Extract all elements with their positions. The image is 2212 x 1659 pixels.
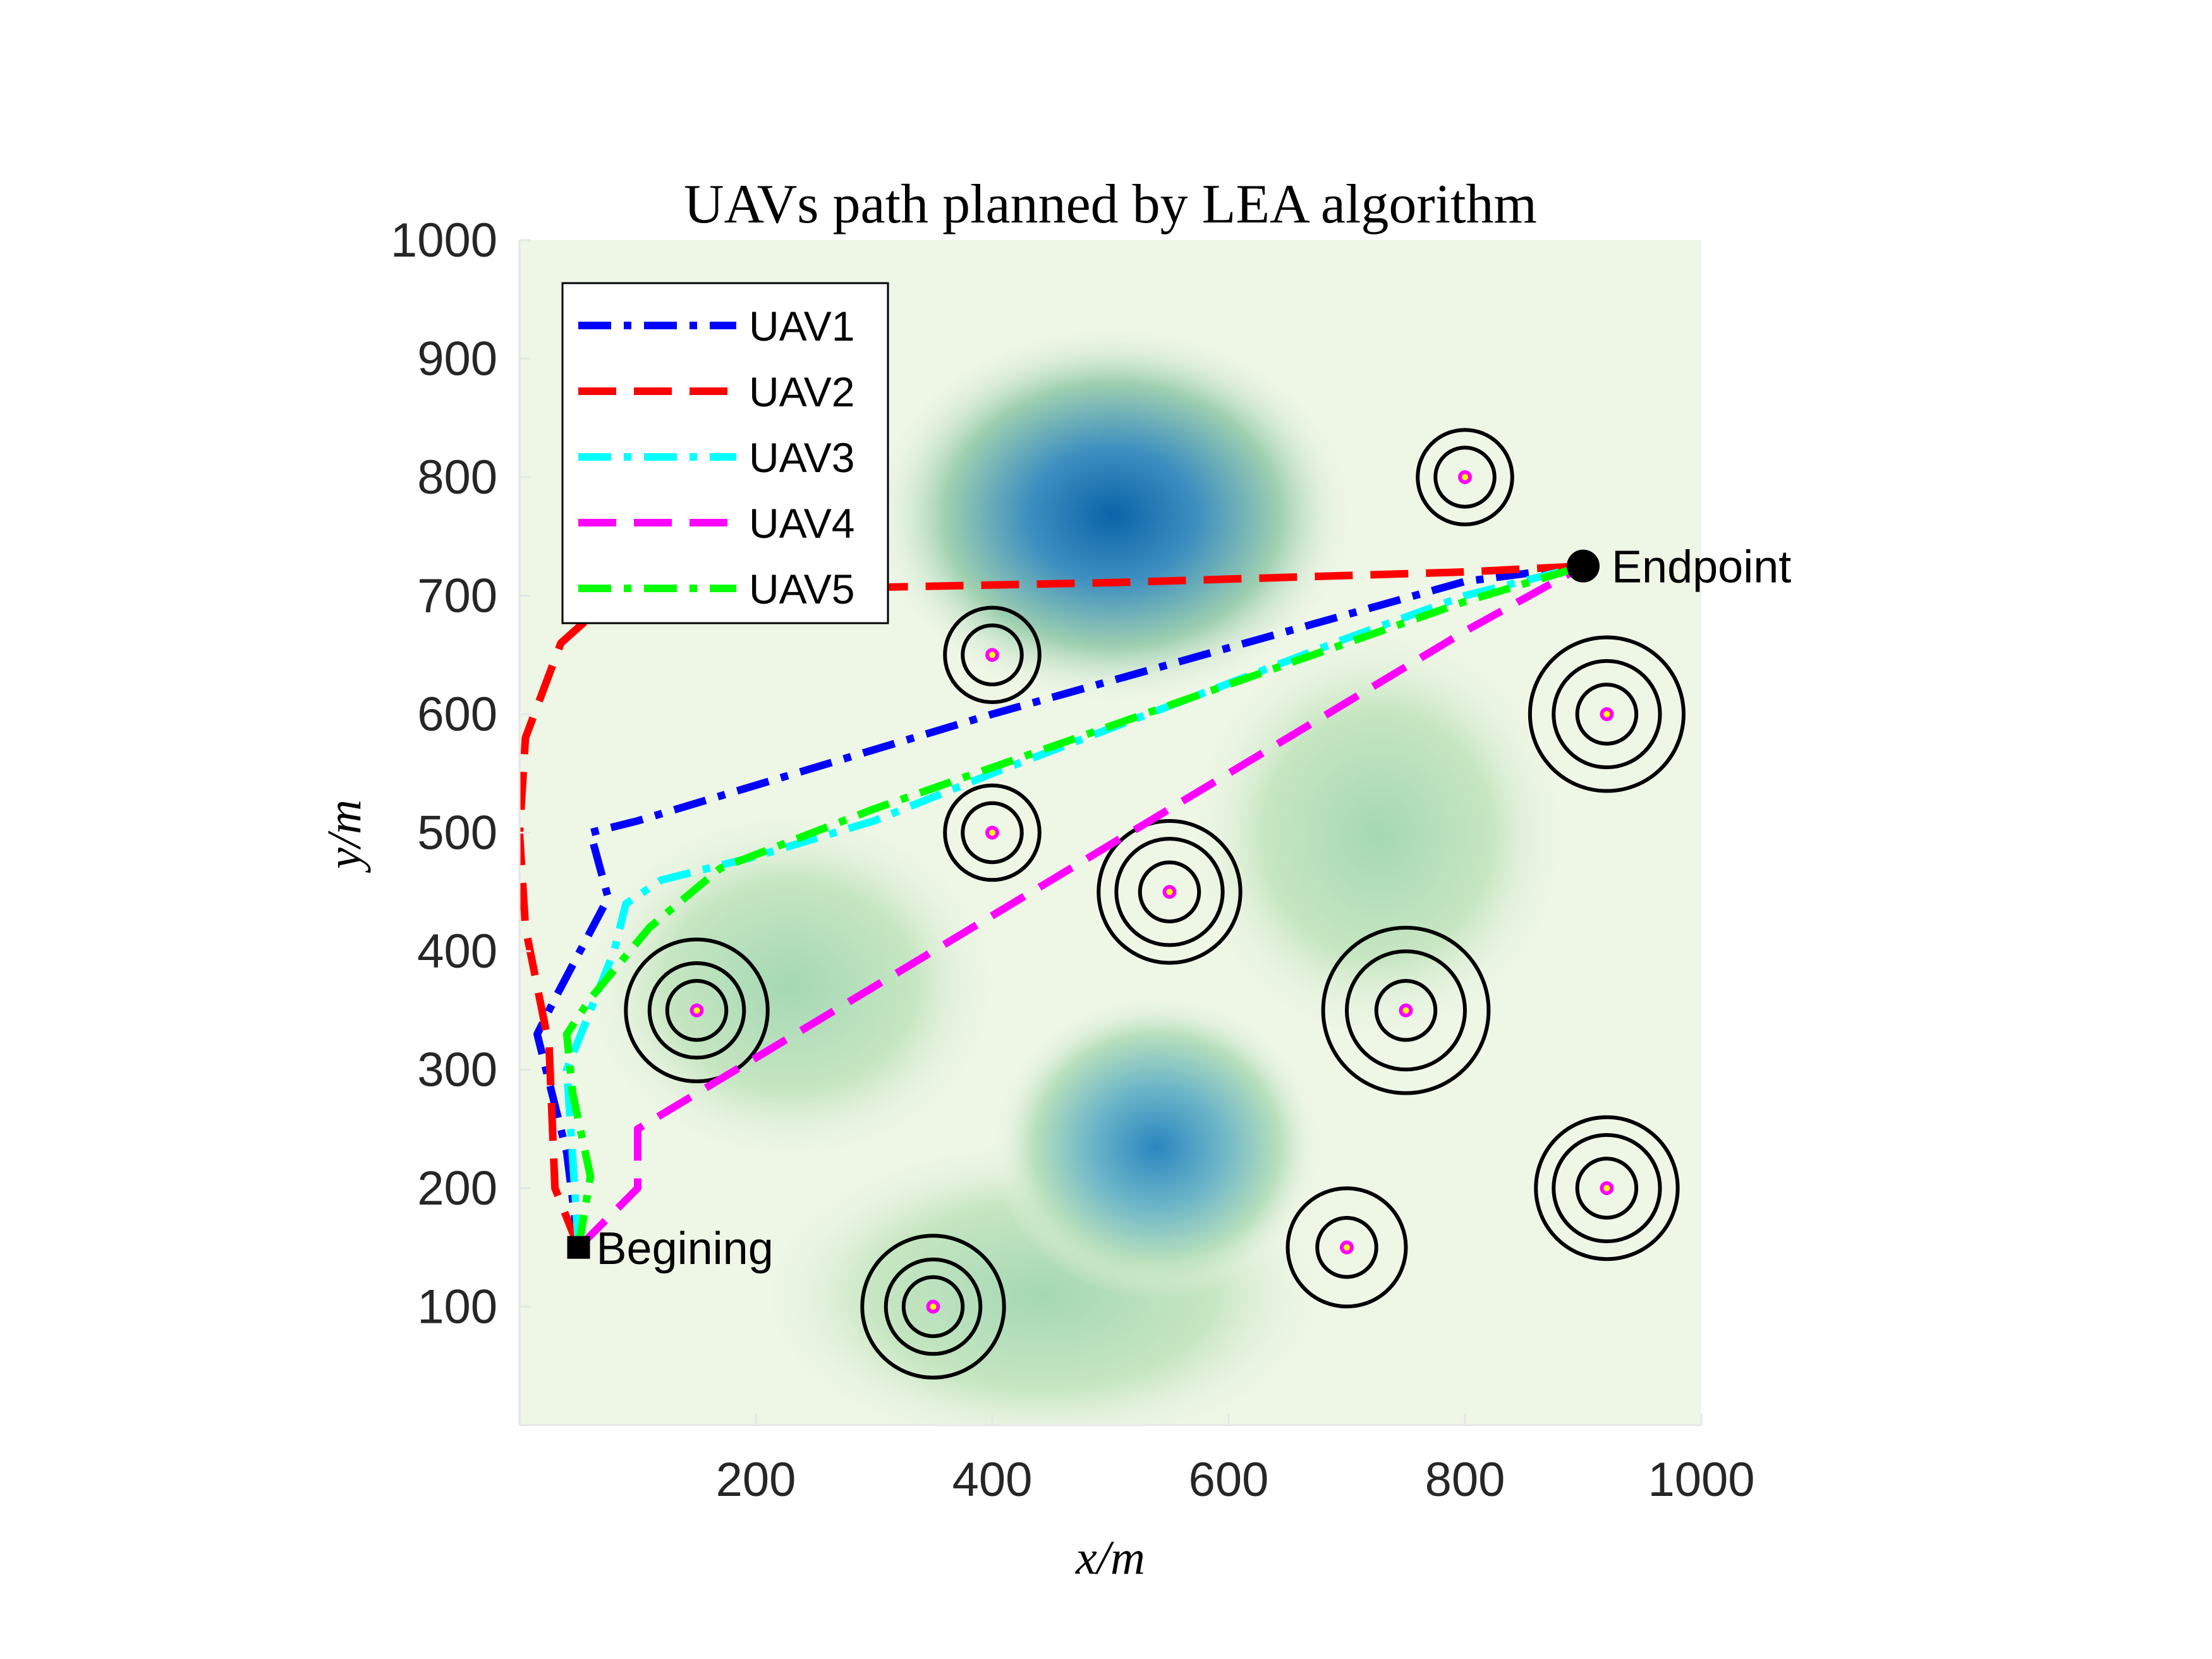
threat-ring xyxy=(1416,428,1514,526)
threat-ring xyxy=(1433,446,1497,509)
x-tick-label: 200 xyxy=(716,1453,796,1507)
threat-zone xyxy=(1321,925,1491,1095)
series-line-uav4 xyxy=(576,562,1585,1251)
threat-zone xyxy=(1416,428,1514,526)
terrain-peak xyxy=(992,995,1321,1299)
x-tick-label: 600 xyxy=(1189,1453,1269,1507)
series-line-uav1 xyxy=(533,562,1584,1248)
legend-item-uav3: UAV3 xyxy=(578,434,855,481)
threat-ring xyxy=(1097,819,1243,965)
legend-entries: UAV1 UAV2 UAV3 UAV4 UAV5 xyxy=(578,303,855,612)
threat-center-dot xyxy=(693,1007,700,1014)
threat-ring xyxy=(1552,1133,1662,1244)
threat-ring xyxy=(1528,635,1686,793)
threat-ring xyxy=(1575,1157,1639,1220)
threat-ring xyxy=(943,783,1042,882)
x-tick-label: 1000 xyxy=(1648,1453,1754,1507)
threat-ring xyxy=(1315,1216,1378,1279)
threat-ring xyxy=(860,1234,1006,1380)
y-tick-label: 900 xyxy=(417,332,497,386)
plot-area xyxy=(520,240,1701,1425)
threat-ring xyxy=(1138,860,1201,923)
threat-center-dot xyxy=(989,829,995,836)
threat-ring xyxy=(901,1275,965,1339)
x-tick-label: 400 xyxy=(952,1453,1033,1507)
y-tick-label: 800 xyxy=(417,451,497,504)
threat-center-dot xyxy=(1402,1007,1409,1014)
threat-ring xyxy=(1552,659,1662,770)
threat-ring xyxy=(1321,925,1491,1095)
y-tick-label: 400 xyxy=(417,925,497,978)
threat-center-dot xyxy=(989,652,995,659)
legend-item-uav2: UAV2 xyxy=(578,368,855,415)
end-marker xyxy=(1567,549,1600,583)
legend-label: UAV3 xyxy=(749,434,855,481)
threat-center-dot xyxy=(1603,1185,1610,1191)
threat-center-dot xyxy=(930,1303,937,1310)
markers-layer: Begining Endpoint xyxy=(567,542,1791,1274)
threat-ring xyxy=(961,801,1024,865)
y-tick-label: 700 xyxy=(417,569,497,623)
y-tick-label: 300 xyxy=(417,1043,497,1097)
series-line-uav5 xyxy=(562,562,1584,1248)
threat-zone xyxy=(860,1234,1006,1380)
legend: UAV1 UAV2 UAV3 UAV4 UAV5 xyxy=(561,282,889,624)
threat-zone xyxy=(1097,819,1243,965)
threat-ring xyxy=(961,623,1024,686)
threat-ring xyxy=(943,605,1042,705)
start-label: Begining xyxy=(597,1224,774,1274)
ticks-layer: 200 400 600 800 1000 100 200 300 400 500 600 700 800… xyxy=(391,214,1755,1507)
threat-ring xyxy=(1575,683,1639,746)
threat-center-dot xyxy=(1166,889,1173,896)
y-tick-label: 600 xyxy=(417,688,497,741)
end-label: Endpoint xyxy=(1612,542,1791,593)
threat-center-dot xyxy=(1603,711,1610,717)
y-tick-label: 200 xyxy=(417,1162,497,1215)
terrain-hill xyxy=(581,809,999,1163)
legend-label: UAV1 xyxy=(749,303,855,349)
legend-item-uav4: UAV4 xyxy=(578,500,855,547)
y-tick-label: 500 xyxy=(417,806,497,860)
threat-ring xyxy=(1534,1115,1680,1261)
series-line-uav3 xyxy=(562,562,1584,1248)
x-tick-label: 800 xyxy=(1425,1453,1505,1507)
y-tick-label: 100 xyxy=(417,1280,497,1334)
chart-title: UAVs path planned by LEA algorithm xyxy=(684,174,1537,235)
threat-center-dot xyxy=(1344,1244,1350,1251)
threat-zone xyxy=(1528,635,1686,793)
threat-ring xyxy=(1114,837,1225,947)
terrain-hill xyxy=(1188,626,1567,1043)
threat-ring xyxy=(647,961,746,1060)
legend-label: UAV5 xyxy=(749,566,855,612)
threat-zone xyxy=(1534,1115,1680,1261)
threat-ring xyxy=(1285,1186,1408,1309)
legend-item-uav5: UAV5 xyxy=(578,566,855,612)
threat-zone xyxy=(943,783,1042,882)
y-axis-title: y/m xyxy=(318,799,371,873)
threat-ring xyxy=(665,979,729,1042)
threat-ring xyxy=(884,1257,983,1356)
legend-label: UAV2 xyxy=(749,368,855,415)
threat-zone xyxy=(943,605,1042,705)
threat-center-dot xyxy=(1462,474,1468,480)
start-marker xyxy=(567,1236,590,1259)
x-axis-title: x/m xyxy=(1075,1531,1145,1584)
threat-ring xyxy=(1345,949,1467,1072)
terrain-peak xyxy=(872,325,1352,705)
legend-item-uav1: UAV1 xyxy=(578,303,855,349)
threat-zone xyxy=(1285,1186,1408,1309)
legend-label: UAV4 xyxy=(749,500,855,547)
threat-ring xyxy=(1374,979,1438,1042)
threat-zone xyxy=(624,937,770,1083)
threat-ring xyxy=(624,937,770,1083)
threat-layer xyxy=(624,428,1686,1380)
y-tick-label: 1000 xyxy=(391,214,497,267)
